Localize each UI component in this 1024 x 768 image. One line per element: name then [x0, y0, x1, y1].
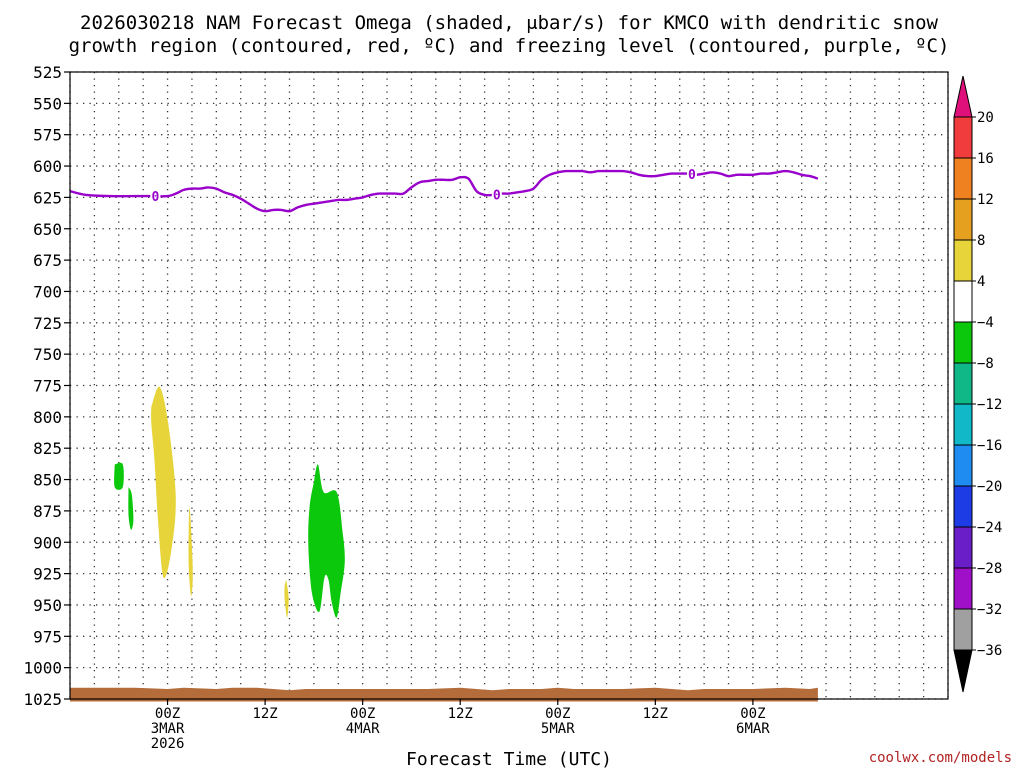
ground-surface: [70, 687, 818, 702]
y-tick-label: 800: [33, 408, 62, 427]
colorbar-bin: [953, 485, 973, 528]
x-tick-label: 00Z: [350, 706, 375, 722]
y-axis-ticks: 525 550 575 600 625 650 675 700 725 750 775 800 825 8…: [23, 63, 70, 709]
y-tick-label: 575: [33, 126, 62, 145]
freezing-level-line: [69, 169, 819, 213]
colorbar-bin: [953, 444, 973, 487]
colorbar-label: −36: [977, 643, 1002, 659]
colorbar-top-arrow: [953, 75, 973, 118]
x-tick-label: 6MAR: [736, 721, 770, 737]
y-tick-label: 1000: [23, 659, 62, 678]
colorbar-label: −16: [977, 438, 1002, 454]
x-tick-label: 00Z: [545, 706, 570, 722]
y-tick-label: 875: [33, 502, 62, 521]
x-tick-label: 12Z: [252, 706, 277, 722]
colorbar-label: −12: [977, 397, 1002, 413]
plot-area: [70, 72, 948, 699]
colorbar-label: −24: [977, 520, 1002, 536]
contour-label: 0: [688, 168, 696, 183]
y-tick-label: 525: [33, 63, 62, 82]
y-tick-label: 550: [33, 94, 62, 113]
colorbar-bin: [953, 362, 973, 405]
y-tick-label: 950: [33, 596, 62, 615]
contour-label-bg: [150, 188, 161, 205]
colorbar-label: 4: [977, 274, 985, 290]
colorbar-bin: [953, 526, 973, 569]
y-tick-label: 975: [33, 627, 62, 646]
omega-region: [128, 487, 134, 530]
colorbar-label: −28: [977, 561, 1002, 577]
colorbar-label: −8: [977, 356, 994, 372]
y-tick-label: 900: [33, 533, 62, 552]
y-tick-label: 825: [33, 439, 62, 458]
x-tick-label: 3MAR: [151, 721, 185, 737]
omega-region: [114, 462, 124, 490]
y-tick-label: 625: [33, 188, 62, 207]
x-tick-label: 4MAR: [346, 721, 380, 737]
colorbar-label: −32: [977, 602, 1002, 618]
colorbar-label: −20: [977, 479, 1002, 495]
colorbar-bin: [953, 157, 973, 200]
y-tick-label: 600: [33, 157, 62, 176]
x-tick-label: 12Z: [643, 706, 668, 722]
y-tick-label: 775: [33, 377, 62, 396]
colorbar-bin: [953, 198, 973, 241]
colorbar-bin: [953, 321, 973, 364]
y-tick-label: 650: [33, 220, 62, 239]
y-tick-label: 750: [33, 345, 62, 364]
y-tick-label: 850: [33, 471, 62, 490]
colorbar-label: −4: [977, 315, 994, 331]
omega-region: [151, 386, 176, 579]
omega-region: [308, 464, 345, 618]
y-tick-label: 1025: [23, 690, 62, 709]
contour-label: 0: [493, 188, 501, 203]
x-tick-label: 12Z: [448, 706, 473, 722]
x-tick-label: 00Z: [740, 706, 765, 722]
x-axis-label: Forecast Time (UTC): [406, 749, 612, 768]
contour-label: 0: [151, 190, 159, 205]
freezing-level-contour: 0 0 0: [69, 166, 819, 213]
ground-layer: [70, 687, 818, 702]
colorbar-bin: [953, 403, 973, 446]
colorbar-bin: [953, 280, 973, 323]
credit-text: coolwx.com/models: [869, 750, 1012, 766]
colorbar-label: 8: [977, 233, 985, 249]
x-tick-label: 5MAR: [541, 721, 575, 737]
chart-title-line2: growth region (contoured, red, ºC) and f…: [69, 35, 950, 57]
chart-title-line1: 2026030218 NAM Forecast Omega (shaded, μ…: [80, 12, 938, 34]
colorbar-bottom-arrow: [953, 649, 973, 693]
y-tick-label: 925: [33, 565, 62, 584]
colorbar-label: 20: [977, 110, 994, 126]
colorbar-bin: [953, 239, 973, 282]
colorbar-label: 12: [977, 192, 994, 208]
contour-label-bg: [686, 166, 697, 183]
omega-region: [284, 579, 289, 618]
colorbar-label: 16: [977, 151, 994, 167]
omega-shading: [114, 386, 345, 618]
colorbar-bin: [953, 116, 973, 159]
colorbar: 20 16 12 8 4 −4 −8 −12 −16 −20 −24 −28 −32 −36: [953, 75, 1002, 693]
colorbar-bin: [953, 608, 973, 651]
y-tick-label: 675: [33, 251, 62, 270]
x-tick-label: 2026: [151, 736, 185, 752]
y-tick-label: 725: [33, 314, 62, 333]
x-tick-label: 00Z: [155, 706, 180, 722]
y-tick-label: 700: [33, 282, 62, 301]
omega-region: [188, 504, 193, 597]
contour-label-bg: [491, 186, 502, 203]
colorbar-bin: [953, 567, 973, 610]
